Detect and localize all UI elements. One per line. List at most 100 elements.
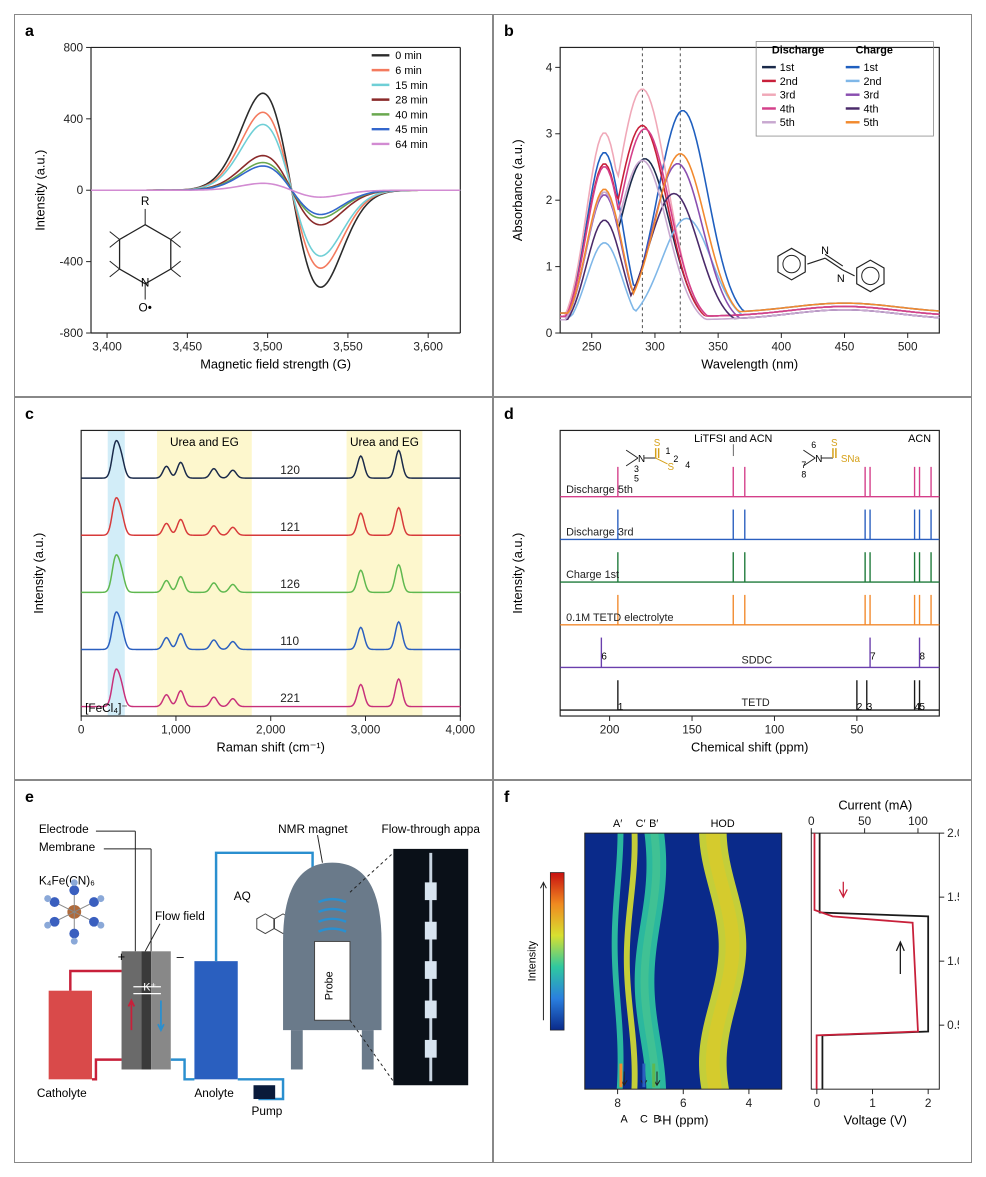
svg-text:K₄Fe(CN)₆: K₄Fe(CN)₆ (39, 873, 95, 887)
svg-text:2: 2 (857, 702, 862, 713)
svg-text:2nd: 2nd (780, 76, 798, 88)
panel-a: a 3,4003,4503,5003,5503,600-800-40004008… (14, 14, 493, 397)
svg-text:5: 5 (920, 702, 926, 713)
svg-text:Absorbance (a.u.): Absorbance (a.u.) (510, 139, 525, 241)
svg-text:450: 450 (835, 340, 855, 354)
svg-text:O•: O• (139, 300, 152, 314)
svg-text:4: 4 (685, 460, 690, 470)
svg-text:1st: 1st (863, 62, 877, 74)
svg-text:2: 2 (546, 193, 553, 207)
panel-f: f Intensity864¹H (ppm)A′C′B′HODACB 0120.… (493, 780, 972, 1163)
svg-text:¹H (ppm): ¹H (ppm) (658, 1113, 708, 1128)
svg-text:28 min: 28 min (395, 95, 428, 107)
svg-text:0: 0 (78, 723, 85, 737)
svg-text:150: 150 (682, 723, 702, 737)
svg-text:TETD: TETD (741, 697, 769, 709)
panel-a-svg: 3,4003,4503,5003,5503,600-800-4000400800… (27, 25, 480, 385)
svg-text:C′: C′ (636, 818, 646, 830)
svg-text:2,000: 2,000 (256, 723, 286, 737)
svg-text:6 min: 6 min (395, 65, 421, 77)
svg-text:Raman shift (cm⁻¹): Raman shift (cm⁻¹) (217, 739, 325, 754)
svg-text:7: 7 (801, 460, 806, 470)
svg-text:Urea and EG: Urea and EG (350, 435, 419, 449)
svg-text:0: 0 (814, 1096, 821, 1110)
svg-text:1: 1 (546, 260, 553, 274)
svg-text:Catholyte: Catholyte (37, 1086, 87, 1100)
panel-f-svg: Intensity864¹H (ppm)A′C′B′HODACB 0120.51… (506, 791, 959, 1151)
svg-text:0: 0 (546, 326, 553, 340)
svg-text:Intensity (a.u.): Intensity (a.u.) (510, 533, 525, 614)
svg-text:+: + (118, 949, 125, 964)
svg-text:SNa: SNa (841, 454, 861, 465)
svg-text:LiTFSI and ACN: LiTFSI and ACN (694, 433, 772, 445)
svg-text:3,000: 3,000 (351, 723, 381, 737)
svg-text:40 min: 40 min (395, 109, 428, 121)
svg-text:3,600: 3,600 (413, 340, 443, 354)
svg-text:A′: A′ (613, 818, 622, 830)
svg-text:R: R (141, 194, 150, 208)
svg-text:Charge 1st: Charge 1st (566, 569, 619, 581)
svg-text:-800: -800 (60, 326, 84, 340)
svg-text:1: 1 (869, 1096, 876, 1110)
svg-text:2: 2 (925, 1096, 932, 1110)
svg-text:1: 1 (618, 702, 623, 713)
svg-text:110: 110 (280, 634, 299, 648)
svg-text:500: 500 (898, 340, 918, 354)
svg-text:3rd: 3rd (863, 90, 879, 102)
figure-grid: a 3,4003,4503,5003,5503,600-800-40004008… (14, 14, 972, 1163)
panel-b-label: b (504, 23, 514, 41)
svg-text:0: 0 (808, 814, 815, 828)
svg-text:Current (mA): Current (mA) (838, 797, 912, 812)
svg-text:Chemical shift (ppm): Chemical shift (ppm) (691, 739, 808, 754)
panel-d-svg: 20015010050Chemical shift (ppm)Intensity… (506, 408, 959, 768)
svg-text:Electrode: Electrode (39, 822, 89, 836)
svg-text:C: C (640, 1114, 648, 1126)
panel-a-label: a (25, 23, 34, 41)
svg-text:Intensity: Intensity (527, 940, 539, 981)
svg-text:–: – (177, 949, 185, 964)
svg-text:8: 8 (801, 470, 806, 480)
svg-text:Discharge 5th: Discharge 5th (566, 484, 633, 496)
panel-e: e ElectrodeMembraneK₄Fe(CN)₆Flow fieldCa… (14, 780, 493, 1163)
svg-text:2nd: 2nd (863, 76, 881, 88)
svg-text:4: 4 (746, 1096, 753, 1110)
svg-text:Flow-through apparatus: Flow-through apparatus (382, 822, 480, 836)
svg-text:300: 300 (645, 340, 665, 354)
svg-text:Discharge 3rd: Discharge 3rd (566, 526, 633, 538)
panel-f-label: f (504, 789, 509, 807)
svg-text:4th: 4th (863, 103, 878, 115)
svg-text:S: S (654, 438, 661, 449)
svg-text:3,400: 3,400 (92, 340, 122, 354)
svg-text:221: 221 (280, 691, 300, 705)
svg-text:B: B (653, 1114, 660, 1126)
svg-text:Wavelength (nm): Wavelength (nm) (701, 356, 798, 371)
svg-text:120: 120 (280, 463, 300, 477)
svg-text:400: 400 (63, 112, 83, 126)
svg-text:1.0: 1.0 (947, 954, 959, 968)
svg-text:400: 400 (771, 340, 791, 354)
svg-text:Flow field: Flow field (155, 909, 205, 923)
svg-text:Discharge: Discharge (772, 44, 824, 56)
svg-text:50: 50 (858, 814, 872, 828)
svg-text:4th: 4th (780, 103, 795, 115)
panel-b-svg: 25030035040045050001234Wavelength (nm)Ab… (506, 25, 959, 385)
svg-text:64 min: 64 min (395, 139, 428, 151)
svg-text:S: S (831, 438, 838, 449)
svg-text:3,450: 3,450 (173, 340, 203, 354)
svg-text:ACN: ACN (908, 433, 931, 445)
svg-text:B′: B′ (649, 818, 658, 830)
svg-text:126: 126 (280, 577, 300, 591)
svg-text:45 min: 45 min (395, 124, 428, 136)
svg-text:3: 3 (634, 464, 639, 474)
panel-d: d 20015010050Chemical shift (ppm)Intensi… (493, 397, 972, 780)
panel-e-label: e (25, 789, 34, 807)
svg-text:8: 8 (920, 652, 926, 663)
svg-text:SDDC: SDDC (741, 655, 772, 667)
panel-e-svg: ElectrodeMembraneK₄Fe(CN)₆Flow fieldCath… (27, 791, 480, 1151)
svg-text:4: 4 (546, 60, 553, 74)
svg-text:1: 1 (666, 446, 671, 456)
svg-text:0.5: 0.5 (947, 1018, 959, 1032)
svg-text:Probe: Probe (323, 971, 335, 1000)
svg-text:250: 250 (582, 340, 602, 354)
svg-text:100: 100 (908, 814, 928, 828)
